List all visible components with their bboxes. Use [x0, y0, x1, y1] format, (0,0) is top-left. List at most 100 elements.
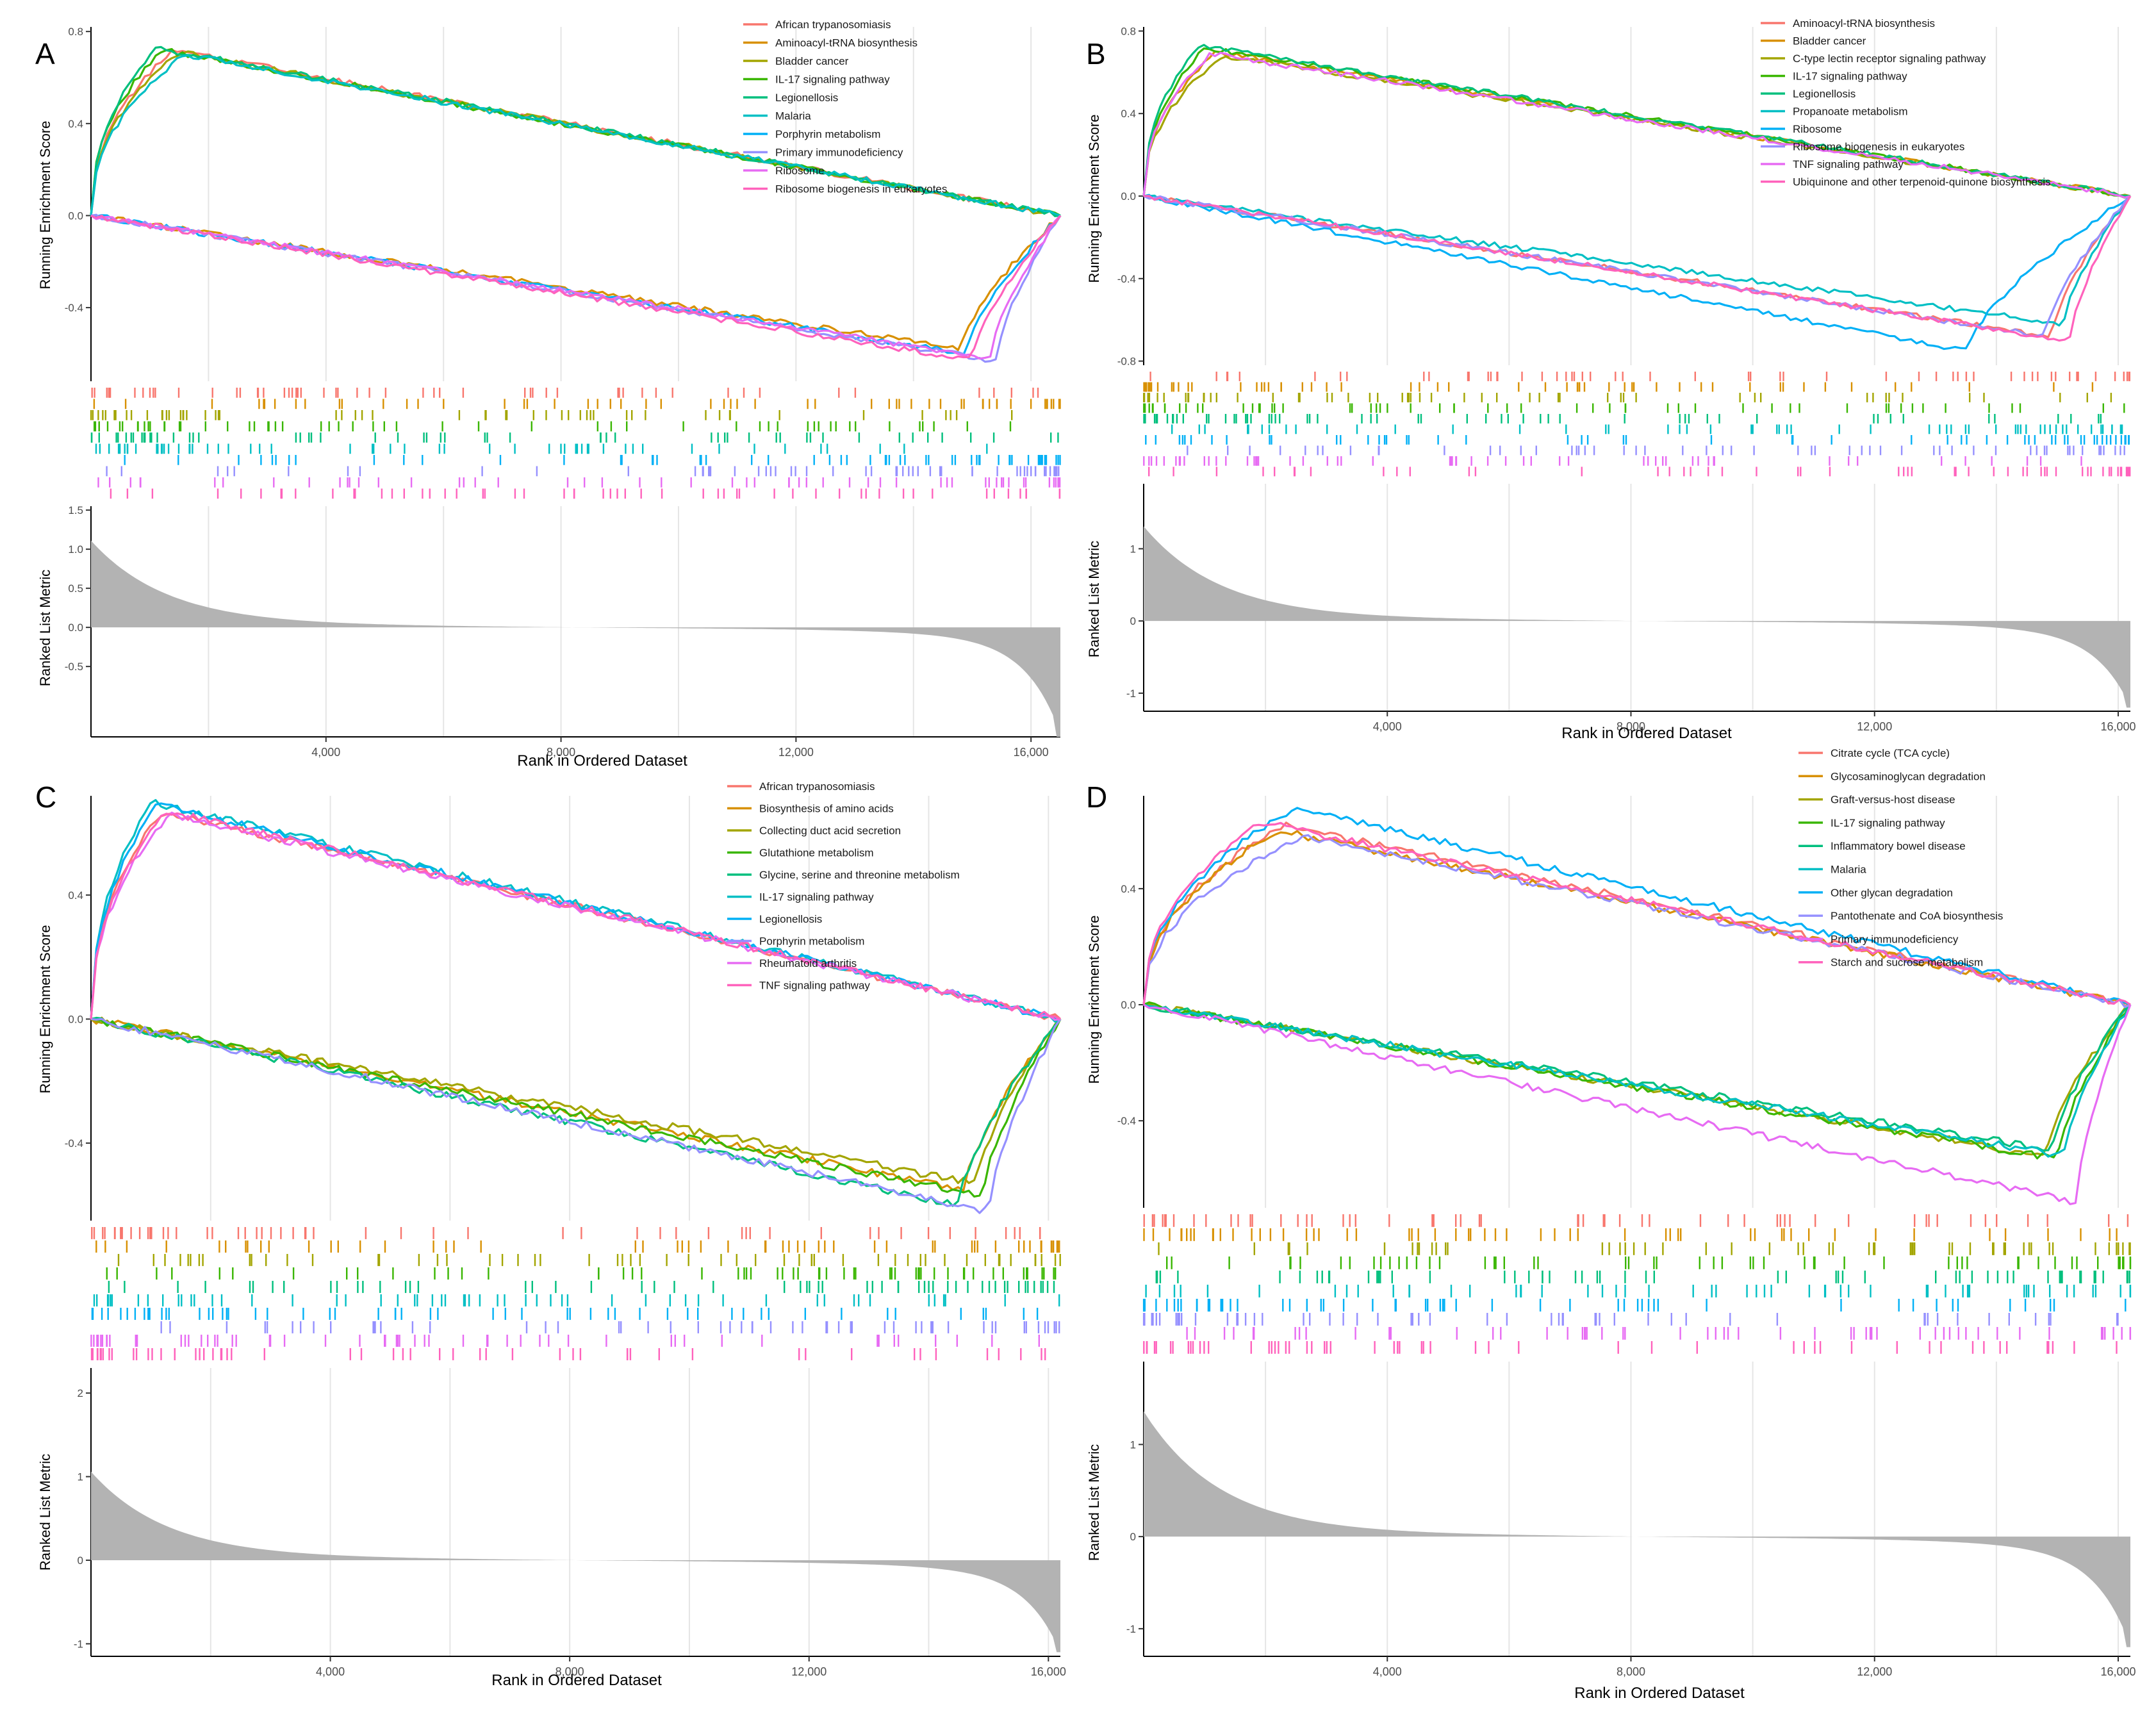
rank-ytick-label: 0: [1130, 615, 1136, 627]
ranked-metric-area: [91, 540, 1060, 737]
xtick-label: 16,000: [2100, 1665, 2135, 1678]
es-y-axis-label: Running Enrichment Score: [37, 121, 53, 290]
legend-label: Malaria: [775, 110, 811, 122]
es-series-line: [90, 812, 1061, 1020]
legend: Aminoacyl-tRNA biosynthesis Bladder cance…: [1761, 17, 2051, 188]
rank-ytick-label: 1: [78, 1471, 83, 1483]
rank-ytick-label: 0: [1130, 1531, 1136, 1543]
es-series-line: [90, 1016, 1062, 1192]
es-series-line: [1143, 194, 2132, 350]
es-series-line: [1143, 194, 2132, 327]
rank-ytick-label: 0: [78, 1554, 83, 1567]
legend-label: Biosynthesis of amino acids: [759, 803, 894, 815]
legend-label: Aminoacyl-tRNA biosynthesis: [775, 37, 918, 49]
legend-label: Other glycan degradation: [1831, 887, 1953, 899]
rank-ytick-label: 0.0: [68, 622, 83, 634]
legend-label: Aminoacyl-tRNA biosynthesis: [1793, 17, 1935, 29]
xtick-label: 12,000: [778, 746, 814, 759]
es-y-axis-label: Running Enrichment Score: [1086, 916, 1102, 1084]
es-series-line: [1142, 47, 2131, 199]
legend-label: IL-17 signaling pathway: [1793, 70, 1907, 83]
rank-ytick-label: -1: [1126, 688, 1136, 700]
es-y-axis-label: Running Enrichment Score: [37, 925, 53, 1094]
es-series-line: [1142, 51, 2131, 199]
es-series-line: [90, 802, 1061, 1020]
panel-c: C -0.4 0.0 0.4 -1 0 1 2 4,000 8,000 12,000 16,000 Ra…: [35, 780, 1066, 1689]
xtick-label: 8,000: [1617, 1665, 1645, 1678]
x-axis-label: Rank in Ordered Dataset: [491, 1672, 662, 1689]
xtick-label: 16,000: [1031, 1665, 1066, 1678]
es-ytick-label: 0.4: [1121, 883, 1136, 895]
xtick-label: 4,000: [316, 1665, 345, 1678]
rank-y-axis-label: Ranked List Metric: [37, 570, 53, 686]
rank-ytick-label: 1.5: [68, 504, 83, 516]
legend-label: African trypanosomiasis: [775, 19, 891, 31]
legend-label: C-type lectin receptor signaling pathway: [1793, 53, 1986, 65]
rank-ytick-label: 1: [1130, 543, 1136, 555]
es-ytick-label: -0.4: [1117, 1115, 1136, 1127]
legend: African trypanosomiasis Biosynthesis of a…: [727, 780, 960, 992]
legend-label: Bladder cancer: [775, 55, 849, 67]
ranked-metric-area: [91, 1471, 1060, 1652]
legend-label: Ribosome biogenesis in eukaryotes: [1793, 141, 1964, 153]
legend-label: Legionellosis: [775, 92, 838, 104]
es-series-line: [90, 1018, 1062, 1214]
legend-label: Pantothenate and CoA biosynthesis: [1831, 910, 2003, 922]
xtick-label: 8,000: [1617, 720, 1645, 733]
panel-a: A -0.4 0.0 0.4 0.8 -0.5 0.0 0.5 1.0 1.5 4,000 8,000…: [35, 19, 1062, 770]
es-ytick-label: 0.0: [1121, 190, 1136, 202]
rank-y-axis-label: Ranked List Metric: [1086, 541, 1102, 657]
es-series-line: [90, 811, 1061, 1021]
es-series-line: [90, 215, 1062, 360]
es-series-line: [1142, 44, 2131, 197]
legend-label: Glycosaminoglycan degradation: [1831, 770, 1986, 782]
es-series-line: [1143, 195, 2132, 342]
es-ytick-label: 0.4: [68, 889, 83, 902]
legend-label: Glycine, serine and threonine metabolism: [759, 869, 960, 881]
es-ytick-label: 0.8: [1121, 25, 1136, 37]
es-series-line: [1143, 195, 2132, 337]
legend-label: Ribosome: [775, 165, 825, 177]
rank-y-axis-label: Ranked List Metric: [37, 1454, 53, 1570]
legend-label: IL-17 signaling pathway: [759, 891, 874, 903]
x-axis-label: Rank in Ordered Dataset: [517, 752, 687, 770]
es-ytick-label: -0.4: [65, 1137, 83, 1150]
es-ytick-label: 0.0: [68, 210, 83, 222]
panel-letter: D: [1086, 780, 1107, 814]
es-ytick-label: 0.4: [1121, 108, 1136, 120]
legend: Citrate cycle (TCA cycle) Glycosaminoglyc…: [1798, 747, 2003, 969]
xtick-label: 8,000: [547, 746, 575, 759]
legend-label: Primary immunodeficiency: [775, 147, 903, 159]
rank-ytick-label: -1: [1126, 1623, 1136, 1635]
es-ytick-label: 0.8: [68, 26, 83, 38]
legend-label: African trypanosomiasis: [759, 780, 875, 793]
legend-label: Graft-versus-host disease: [1831, 794, 1955, 806]
legend-label: Starch and sucrose metabolism: [1831, 957, 1983, 969]
rank-ytick-label: 1.0: [68, 543, 83, 556]
panel-letter: C: [35, 780, 56, 814]
es-series-line: [90, 215, 1062, 359]
panel-letter: A: [35, 37, 55, 70]
xtick-label: 4,000: [311, 746, 340, 759]
rank-ytick-label: 1: [1130, 1438, 1136, 1451]
legend-label: Legionellosis: [759, 913, 822, 925]
xtick-label: 4,000: [1373, 1665, 1402, 1678]
legend-label: Rheumatoid arthritis: [759, 957, 857, 969]
x-axis-label: Rank in Ordered Dataset: [1561, 725, 1732, 742]
es-series-line: [1142, 807, 2131, 1006]
panel-d: D -0.4 0.0 0.4 -1 0 1 4,000 8,000 12,000 16,000 Ran…: [1086, 747, 2136, 1702]
panel-letter: B: [1086, 37, 1106, 70]
es-ytick-label: 0.4: [68, 118, 83, 130]
es-series-line: [1143, 1003, 2132, 1205]
xtick-label: 8,000: [555, 1665, 584, 1678]
es-series-line: [90, 1018, 1062, 1184]
rank-ytick-label: 0.5: [68, 582, 83, 595]
legend-label: Legionellosis: [1793, 88, 1856, 100]
rank-ytick-label: 2: [78, 1387, 83, 1399]
xtick-label: 12,000: [1857, 1665, 1892, 1678]
es-ytick-label: -0.4: [1117, 273, 1136, 285]
ranked-metric-area: [1144, 526, 2130, 708]
rank-ytick-label: -1: [74, 1638, 83, 1650]
legend-label: TNF signaling pathway: [759, 980, 870, 992]
